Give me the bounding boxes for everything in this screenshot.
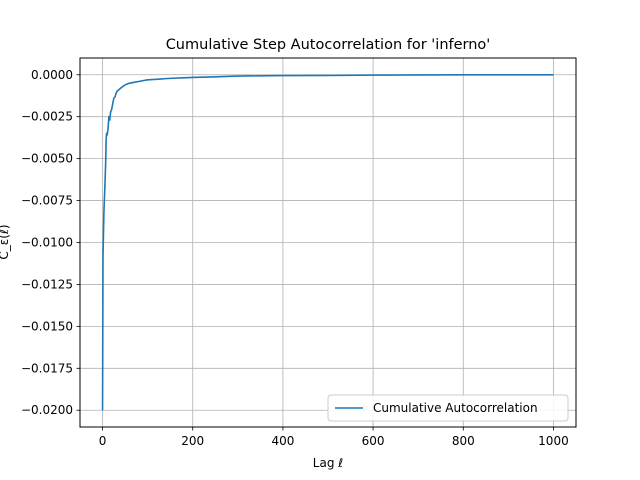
- y-tick-label: −0.0200: [21, 403, 73, 417]
- series-layer: [101, 73, 554, 411]
- y-tick-label: −0.0075: [21, 194, 73, 208]
- y-tick-label: 0.0000: [31, 68, 73, 82]
- legend-box: [327, 394, 569, 422]
- y-axis-label: C_ε(ℓ): [0, 224, 11, 259]
- y-tick-label: −0.0050: [21, 152, 73, 166]
- x-axis-ticks: 0 200 400 600 800 1000: [99, 427, 569, 448]
- y-tick-label: −0.0150: [21, 319, 73, 333]
- x-tick-label: 1000: [538, 434, 569, 448]
- chart-title: Cumulative Step Autocorrelation for 'inf…: [166, 37, 491, 53]
- legend-label: Cumulative Autocorrelation: [373, 401, 538, 415]
- x-tick-label: 400: [271, 434, 294, 448]
- legend: Cumulative Autocorrelation: [327, 394, 569, 422]
- y-tick-label: −0.0025: [21, 110, 73, 124]
- x-tick-label: 600: [362, 434, 385, 448]
- series-line: [101, 73, 554, 411]
- y-axis-ticks: 0.0000 −0.0025 −0.0050 −0.0075 −0.0100 −0.012…: [21, 68, 80, 417]
- y-tick-label: −0.0175: [21, 361, 73, 375]
- x-tick-label: 800: [452, 434, 475, 448]
- y-tick-label: −0.0100: [21, 236, 73, 250]
- x-tick-label: 0: [99, 434, 107, 448]
- x-tick-label: 200: [181, 434, 204, 448]
- x-axis-label: Lag ℓ: [313, 456, 343, 470]
- y-tick-label: −0.0125: [21, 277, 73, 291]
